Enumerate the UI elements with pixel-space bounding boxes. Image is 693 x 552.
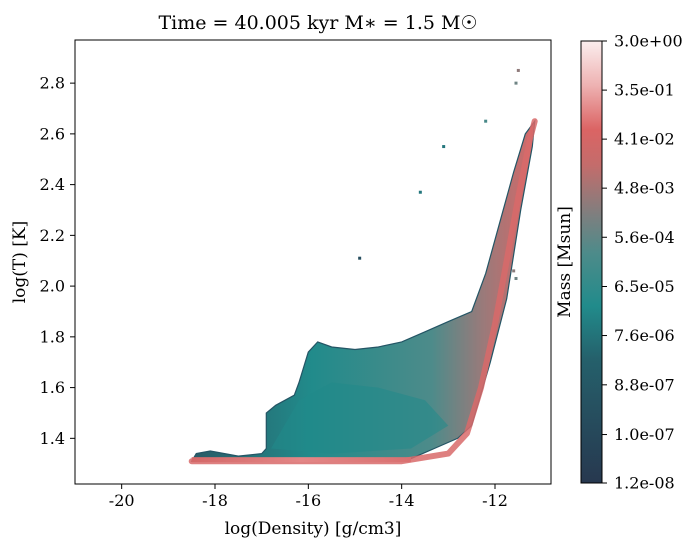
x-tick-label: -12 [482,491,508,510]
y-axis-label: log(T) [K] [10,221,30,304]
x-axis: -20 -18 -16 -14 -12 [109,484,508,510]
colorbar-tick-label: 4.8e-03 [614,179,675,198]
outlier-cell [516,68,520,72]
outlier-cell [514,276,518,280]
x-tick-label: -16 [295,491,321,510]
outlier-cell [442,145,446,149]
high-mass-ridge [188,118,538,465]
outlier-cell [514,81,518,85]
outlier-cell [418,190,422,194]
y-tick-label: 1.6 [40,378,65,397]
outlier-cell [484,119,488,123]
y-tick-label: 2.8 [40,74,65,93]
x-tick-label: -18 [202,491,228,510]
colorbar-tick-label: 7.6e-06 [614,326,675,345]
x-axis-label: log(Density) [g/cm3] [225,519,402,539]
distribution-core [271,382,449,454]
colorbar-tick-label: 5.6e-04 [614,228,675,247]
colorbar-tick-label: 3.5e-01 [614,81,675,100]
x-tick-label: -20 [109,491,135,510]
y-tick-label: 1.8 [40,327,65,346]
colorbar-tick-label: 1.0e-07 [614,425,675,444]
y-tick-label: 2.4 [40,175,65,194]
chart-title: Time = 40.005 kyr M∗ = 1.5 M☉ [158,12,477,34]
x-tick-label: -14 [389,491,415,510]
colorbar-tick-label: 4.1e-02 [614,130,675,149]
y-axis: 1.4 1.6 1.8 2.0 2.2 2.4 2.6 2.8 [40,74,75,448]
colorbar-tick-label: 1.2e-08 [614,474,675,493]
colorbar-tick-label: 3.0e+00 [614,32,683,51]
y-tick-label: 2.0 [40,277,65,296]
outlier-cell [512,269,516,273]
outlier-cell [358,256,362,260]
colorbar-ticks: 1.2e-08 1.0e-07 8.8e-07 7.6e-06 6.5e-05 5.6e-… [602,32,683,493]
y-tick-label: 2.6 [40,124,65,143]
y-tick-label: 2.2 [40,226,65,245]
density-temperature-histogram [188,68,538,465]
colorbar-label: Mass [Msun] [555,206,575,318]
floor-temperature-band [191,457,411,463]
colorbar [580,40,603,484]
y-tick-label: 1.4 [40,429,65,448]
plot-area-frame [74,39,552,485]
colorbar-tick-label: 6.5e-05 [614,277,675,296]
colorbar-tick-label: 8.8e-07 [614,375,675,394]
